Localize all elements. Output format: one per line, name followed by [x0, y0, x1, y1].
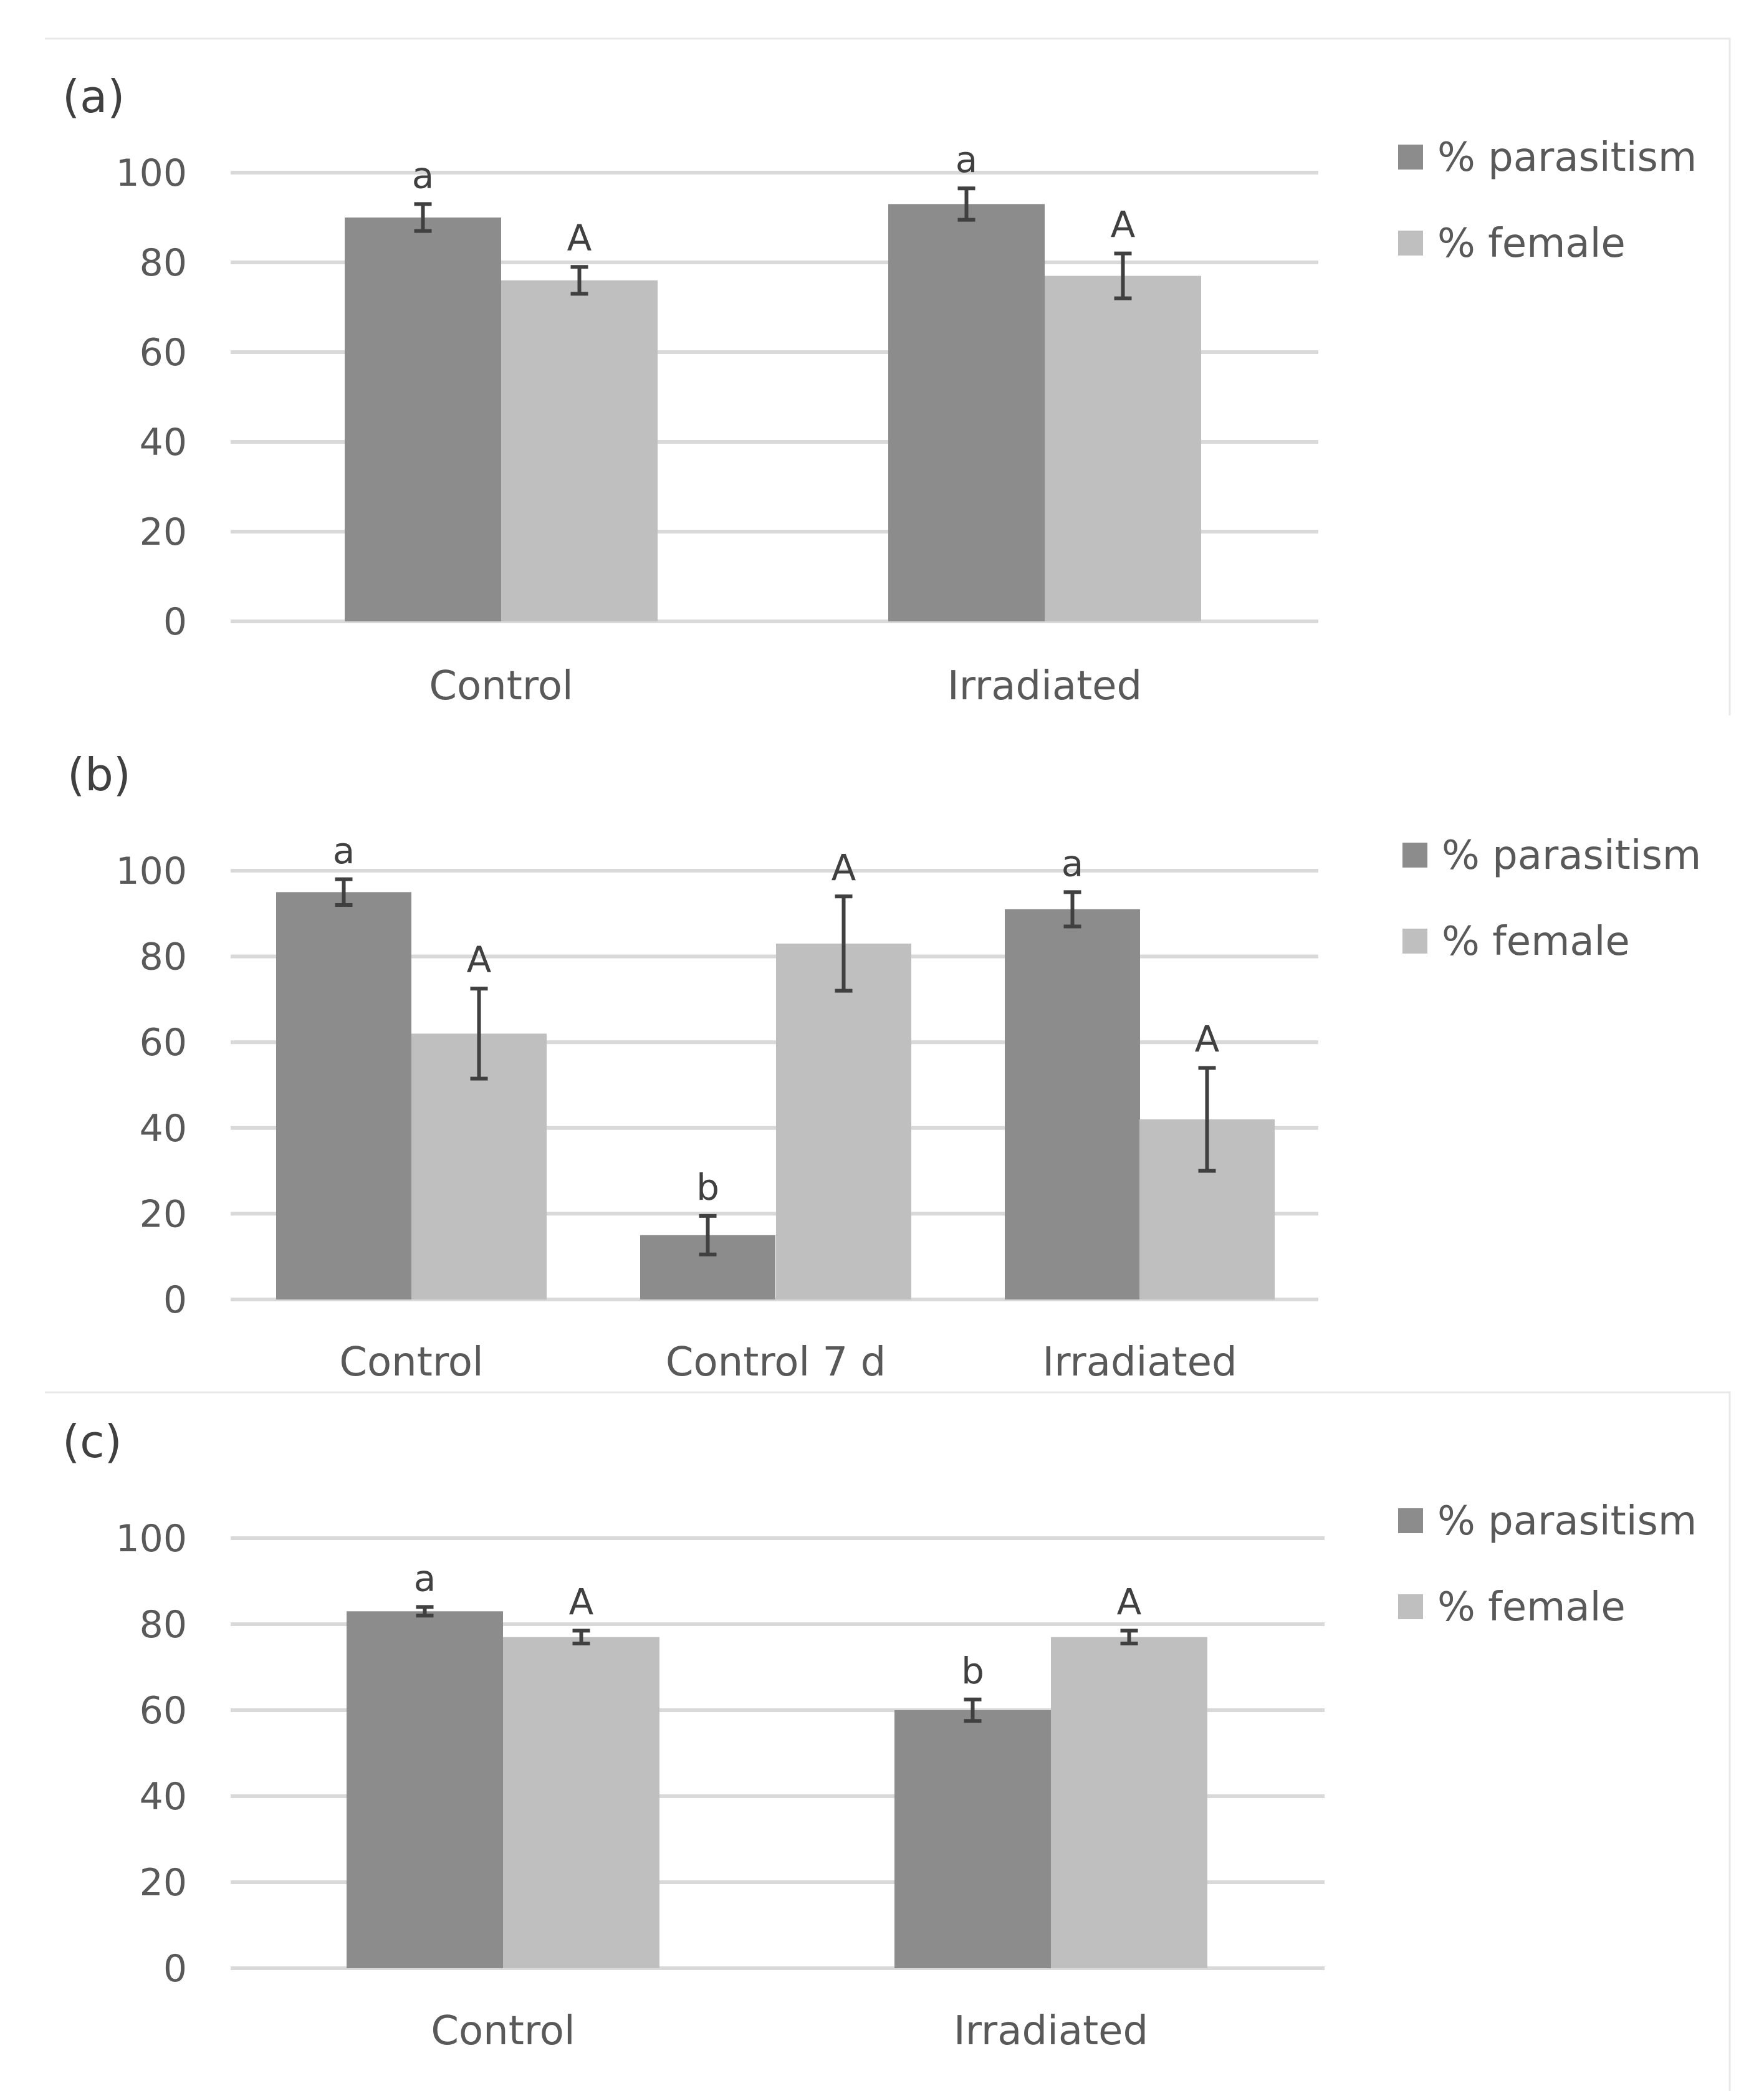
bar-female — [776, 943, 911, 1299]
significance-letter: A — [1117, 1581, 1142, 1623]
error-bar — [964, 1697, 982, 1723]
error-bar — [1063, 890, 1081, 929]
legend-label: % parasitism — [1442, 833, 1701, 879]
category-label: Control 7 d — [666, 1339, 886, 1385]
legend-label: % female — [1437, 1584, 1626, 1630]
chart-panel-1: (a) 0 20 40 60 80 100 a A Control a A Irradiated % pa… — [45, 37, 1731, 715]
y-tick-label: 80 — [140, 1603, 187, 1647]
y-tick-label: 80 — [140, 935, 187, 979]
bar-parasitism — [347, 1611, 503, 1968]
significance-letter: a — [956, 138, 978, 181]
legend: % parasitism % female — [1398, 1498, 1697, 1630]
significance-letter: a — [1062, 842, 1084, 884]
chart-panel-3: (c) 0 20 40 60 80 100 a A Control b A Irradiated % pa… — [45, 1391, 1731, 2091]
category-label: Control — [339, 1339, 483, 1385]
bar-female — [503, 1637, 659, 1968]
significance-letter: A — [467, 939, 492, 981]
bar-parasitism — [1005, 909, 1140, 1299]
legend-label: % parasitism — [1437, 1498, 1697, 1544]
legend-swatch — [1398, 231, 1423, 256]
panel-label: (c) — [62, 1415, 122, 1468]
bar-parasitism — [888, 204, 1045, 621]
y-tick-label: 0 — [163, 600, 187, 644]
y-tick-label: 60 — [140, 1021, 187, 1065]
significance-letter: b — [961, 1650, 984, 1692]
error-bar — [572, 1629, 590, 1646]
significance-letter: A — [567, 217, 592, 259]
bar-parasitism — [894, 1710, 1051, 1968]
legend-label: % parasitism — [1437, 135, 1697, 181]
error-bar — [1114, 251, 1132, 300]
error-bar — [1198, 1066, 1216, 1173]
y-tick-label: 40 — [140, 1107, 187, 1151]
category-label: Irradiated — [1042, 1339, 1237, 1385]
chart-panel-2: (b) 0 20 40 60 80 100 a A Control b A Control 7 d a A I… — [67, 749, 1701, 1385]
error-bar — [416, 1605, 434, 1618]
significance-letter: a — [414, 1557, 436, 1599]
bar-female — [1051, 1637, 1207, 1968]
significance-letter: a — [412, 154, 434, 196]
error-bar — [835, 894, 853, 993]
panel-label: (b) — [67, 749, 131, 801]
chart-frame — [45, 1391, 1731, 2091]
significance-letter: a — [333, 830, 355, 872]
legend: % parasitism % female — [1398, 135, 1697, 267]
y-tick-label: 40 — [140, 1775, 187, 1819]
legend-swatch — [1398, 1508, 1423, 1533]
legend-label: % female — [1437, 221, 1626, 267]
error-bar — [335, 877, 353, 907]
y-tick-label: 0 — [163, 1947, 187, 1991]
error-bar — [414, 202, 432, 233]
bar-female — [501, 280, 658, 621]
legend: % parasitism % female — [1402, 833, 1701, 965]
error-bar — [957, 186, 975, 222]
y-tick-label: 0 — [163, 1278, 187, 1322]
y-tick-label: 60 — [140, 1689, 187, 1733]
y-tick-label: 100 — [115, 151, 187, 195]
y-tick-label: 100 — [115, 849, 187, 893]
error-bar — [699, 1213, 717, 1256]
y-tick-label: 80 — [140, 241, 187, 285]
y-tick-label: 20 — [140, 510, 187, 554]
bar-parasitism — [276, 892, 411, 1299]
significance-letter: A — [1195, 1018, 1220, 1060]
category-label: Irradiated — [954, 2008, 1148, 2054]
y-tick-label: 40 — [140, 421, 187, 464]
y-tick-label: 60 — [140, 331, 187, 375]
legend-swatch — [1398, 1594, 1423, 1619]
error-bar — [1120, 1629, 1138, 1646]
panel-label: (a) — [62, 70, 125, 123]
category-label: Control — [429, 663, 573, 709]
significance-letter: A — [569, 1581, 594, 1623]
chart-frame — [45, 37, 1731, 715]
error-bar — [470, 987, 488, 1081]
error-bar — [570, 265, 588, 296]
category-label: Irradiated — [947, 663, 1142, 709]
bar-female — [1045, 275, 1201, 622]
significance-letter: A — [1111, 204, 1136, 246]
y-tick-label: 20 — [140, 1861, 187, 1905]
legend-swatch — [1402, 843, 1427, 868]
significance-letter: b — [696, 1166, 719, 1208]
y-tick-label: 100 — [115, 1517, 187, 1561]
legend-label: % female — [1442, 919, 1630, 965]
y-tick-label: 20 — [140, 1192, 187, 1236]
category-label: Control — [431, 2008, 575, 2054]
bar-parasitism — [345, 218, 501, 621]
legend-swatch — [1402, 929, 1427, 954]
legend-swatch — [1398, 145, 1423, 170]
significance-letter: A — [832, 846, 856, 889]
